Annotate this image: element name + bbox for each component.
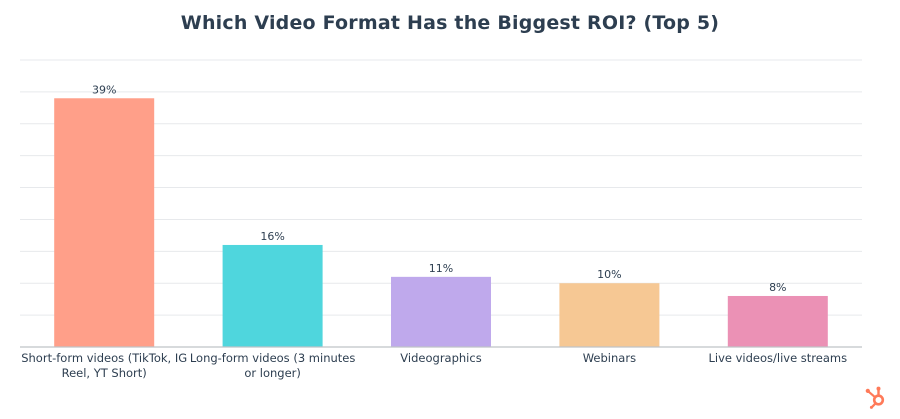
- bar: [222, 244, 323, 347]
- bar: [391, 276, 491, 347]
- bar: [727, 295, 828, 347]
- value-labels: 39% 16% 11% 10% 8%: [92, 83, 787, 294]
- category-labels: Short-form videos (TikTok, IG Reel, YT Sh…: [21, 351, 847, 380]
- category-label: Long-form videos (3 minutes or longer): [190, 351, 356, 380]
- bar: [559, 283, 660, 347]
- sprocket-logo-icon: [865, 386, 885, 409]
- bars: [54, 98, 828, 348]
- category-label: Live videos/live streams: [708, 351, 847, 365]
- value-label: 10%: [597, 268, 621, 281]
- category-label: Short-form videos (TikTok, IG Reel, YT Sh…: [21, 351, 187, 380]
- category-label: Webinars: [583, 351, 636, 365]
- category-label: Videographics: [400, 351, 481, 365]
- value-label: 11%: [429, 262, 453, 275]
- value-label: 39%: [92, 83, 116, 96]
- value-label: 16%: [260, 230, 284, 243]
- value-label: 8%: [769, 281, 786, 294]
- bar: [54, 98, 155, 348]
- chart-title: Which Video Format Has the Biggest ROI? …: [180, 12, 720, 34]
